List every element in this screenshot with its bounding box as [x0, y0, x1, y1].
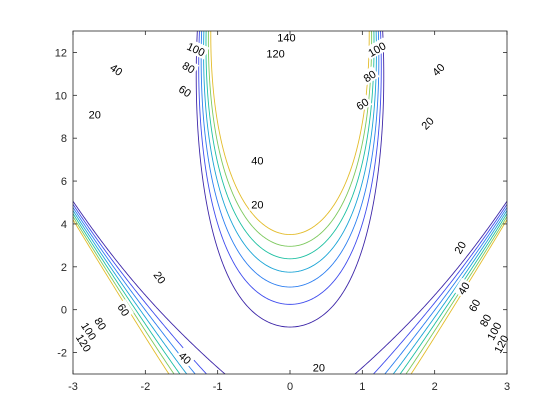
contour-label-background — [489, 330, 512, 357]
contour-label-background — [264, 46, 287, 60]
contour-label-text: 20 — [89, 110, 101, 122]
contour-label: 40 — [106, 59, 128, 80]
contour-label-background — [106, 59, 128, 80]
contour-label-text: 20 — [151, 270, 168, 287]
contour-label-background — [183, 38, 210, 60]
contour-label-text: 20 — [313, 363, 325, 375]
contour-label-text: 60 — [114, 302, 131, 319]
contour-label: 80 — [178, 57, 200, 77]
contour-label: 80 — [91, 313, 111, 334]
contour-label: 60 — [464, 294, 484, 316]
contour-label-text: 120 — [266, 49, 284, 61]
contour-label-background — [86, 107, 103, 121]
contour-label-background — [416, 112, 438, 134]
x-tick-label: -1 — [213, 381, 223, 393]
contour-label-background — [175, 80, 196, 101]
contour-level-80 — [73, 31, 507, 374]
contour-label-background — [363, 37, 390, 61]
y-tick-label: 12 — [55, 47, 67, 59]
contour-label-text: 80 — [180, 60, 197, 77]
contour-label-background — [351, 93, 373, 114]
contour-label-background — [464, 294, 484, 316]
contour-label-background — [77, 317, 101, 344]
x-axis: -3 -2 -1 0 1 2 3 — [68, 31, 510, 393]
contour-label-text: 60 — [176, 83, 193, 100]
contour-label-background — [150, 266, 171, 288]
contour-label: 60 — [114, 299, 134, 320]
contour-label-background — [453, 277, 473, 299]
contour-label: 20 — [150, 266, 171, 288]
contour-label-background — [249, 153, 266, 167]
contour-level-120 — [73, 31, 507, 374]
contour-label-text: 80 — [91, 316, 108, 333]
contour-level-100 — [73, 31, 507, 374]
contour-level-20 — [73, 31, 507, 374]
contour-label: 20 — [310, 360, 327, 375]
contour-label-text: 20 — [453, 240, 470, 257]
contour-label-background — [482, 317, 505, 344]
contour-label-background — [72, 329, 96, 356]
y-tick-label: 10 — [55, 90, 67, 102]
contour-label-background — [114, 299, 134, 320]
contour-level-40 — [73, 31, 507, 374]
y-tick-label: -2 — [57, 348, 67, 360]
contour-label-background — [275, 30, 298, 44]
contour-label-background — [427, 58, 449, 80]
y-tick-label: 4 — [61, 219, 67, 231]
contour-label: 20 — [449, 236, 470, 258]
x-tick-label: 1 — [359, 381, 365, 393]
contour-label-background — [475, 309, 495, 331]
contour-label: 20 — [86, 107, 103, 122]
plot-area — [73, 31, 507, 374]
contour-label-text: 40 — [251, 156, 263, 168]
contour-lines — [73, 31, 507, 374]
contour-label-text: 40 — [107, 62, 124, 79]
x-tick-label: -2 — [140, 381, 150, 393]
contour-label: 140 — [275, 30, 298, 44]
contour-label-background — [449, 236, 470, 258]
contour-label-background — [175, 347, 196, 368]
contour-label-text: 140 — [277, 32, 295, 44]
contour-label-background — [358, 65, 380, 86]
y-tick-label: 8 — [61, 133, 67, 145]
contour-label-background — [249, 197, 266, 211]
x-tick-label: 3 — [504, 381, 510, 393]
contour-label-text: 60 — [467, 298, 483, 314]
y-tick-label: 2 — [61, 262, 67, 274]
contour-label-text: 80 — [362, 68, 379, 85]
contour-label: 60 — [351, 93, 373, 114]
y-tick-label: 0 — [61, 305, 67, 317]
contour-label-background — [178, 57, 200, 77]
contour-label-text: 40 — [456, 280, 473, 297]
x-tick-label: 0 — [287, 381, 293, 393]
contour-label-text: 60 — [354, 96, 371, 113]
contour-label-text: 20 — [251, 200, 263, 212]
x-tick-label: -3 — [68, 381, 78, 393]
contour-label: 80 — [358, 65, 380, 86]
x-tick-label: 2 — [432, 381, 438, 393]
y-tick-label: 6 — [61, 176, 67, 188]
contour-label: 60 — [175, 80, 196, 101]
contour-label-background — [310, 360, 327, 374]
contour-label: 40 — [249, 153, 266, 168]
contour-label: 40 — [453, 277, 473, 299]
contour-label: 20 — [249, 197, 266, 212]
contour-label-background — [91, 313, 111, 334]
y-axis: -2 0 2 4 6 8 10 12 — [55, 47, 507, 360]
contour-label: 120 — [264, 46, 287, 61]
